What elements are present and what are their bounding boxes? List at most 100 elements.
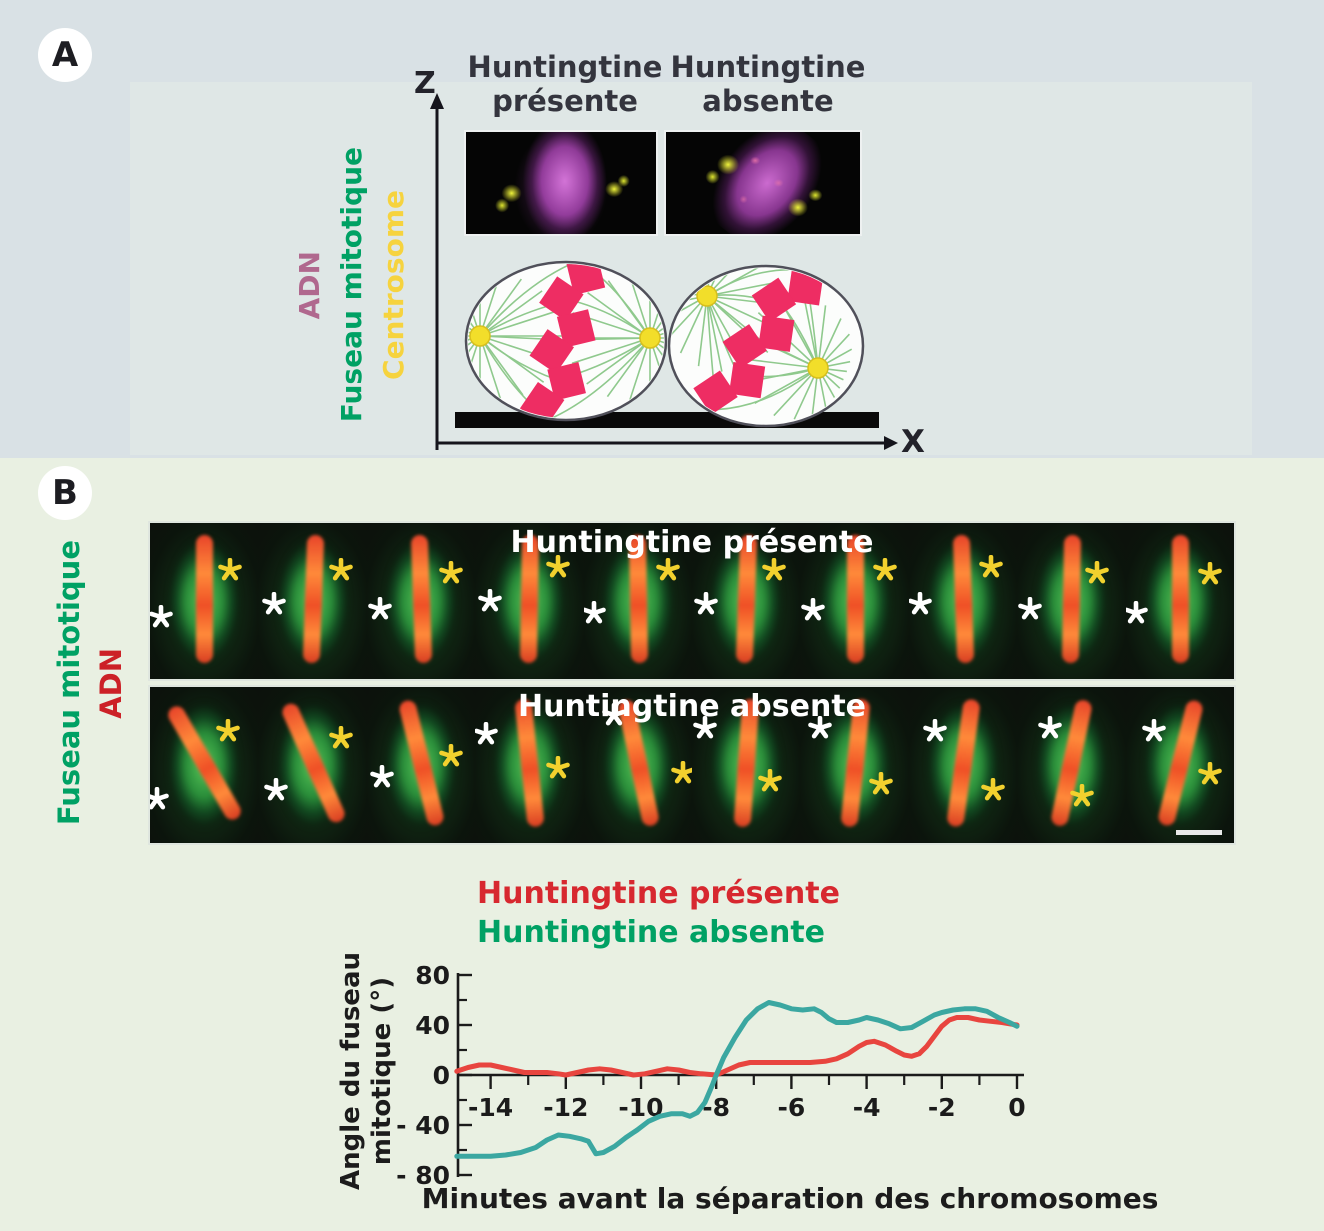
yellow-asterisk: [1198, 562, 1223, 586]
x-tick-label: -6: [778, 1093, 806, 1122]
x-axis-title: Minutes avant la séparation des chromoso…: [421, 1182, 1159, 1215]
chart-legend: Huntingtine présente Huntingtine absente: [477, 874, 840, 952]
x-tick-label: -2: [928, 1093, 956, 1122]
yellow-asterisk: [873, 557, 897, 582]
yellow-asterisk: [328, 726, 353, 750]
timelapse-cell: [1017, 687, 1126, 843]
column-header-huntingtine-presente: Huntingtine présente: [435, 50, 695, 118]
timelapse-cell: [475, 523, 584, 679]
timelapse-cell: [800, 523, 909, 679]
timelapse-cell: [583, 523, 693, 679]
white-asterisk: [368, 596, 392, 621]
yellow-asterisk: [1198, 762, 1223, 786]
yellow-asterisk: [328, 557, 353, 582]
timelapse-cell: [150, 523, 259, 679]
column-header-line: absente: [702, 84, 834, 118]
panel-a-schematic: [430, 93, 898, 450]
key-label-adn: ADN: [293, 250, 326, 320]
white-asterisk: [263, 777, 288, 802]
timelapse-cell: [258, 687, 367, 843]
timelapse-cell: [800, 687, 909, 843]
white-asterisk: [1018, 596, 1043, 621]
timelapse-cell: [1125, 523, 1235, 679]
white-asterisk: [808, 715, 832, 740]
legend-entry-absente: Huntingtine absente: [477, 915, 826, 950]
key-label-adn: ADN: [94, 647, 128, 719]
microscopy-image-huntingtine-absente: [664, 130, 862, 236]
yellow-asterisk: [979, 554, 1004, 579]
white-asterisk: [150, 604, 173, 629]
timelapse-cell: [692, 523, 801, 679]
panel-b: B Fuseau mitotique ADN Huntingtine prése…: [0, 458, 1324, 1224]
white-asterisk: [694, 591, 718, 616]
x-tick-label: -4: [853, 1093, 881, 1122]
column-header-huntingtine-absente: Huntingtine absente: [638, 50, 898, 118]
x-tick-label: 0: [1008, 1093, 1025, 1122]
legend-entry-presente: Huntingtine présente: [477, 876, 840, 911]
timelapse-strip-huntingtine-absente: Huntingtine absente: [148, 685, 1236, 845]
yellow-asterisk: [216, 718, 240, 743]
white-asterisk: [801, 598, 826, 622]
y-tick-label: - 40: [396, 1111, 450, 1140]
dna-streak: [846, 535, 864, 664]
timelapse-cell: [583, 687, 693, 843]
timelapse-cell: [908, 523, 1018, 679]
timelapse-cell: [1125, 687, 1235, 843]
panel-a-tag: A: [38, 28, 92, 82]
panel-b-color-key: Fuseau mitotique ADN: [52, 523, 138, 843]
yellow-asterisk: [762, 557, 787, 582]
key-label-fuseau-mitotique: Fuseau mitotique: [335, 147, 368, 423]
x-axis-label: X: [901, 424, 925, 460]
panel-b-tag: B: [38, 466, 92, 520]
white-asterisk: [1037, 715, 1062, 740]
timelapse-cell: [908, 687, 1018, 843]
timelapse-cell: [1017, 523, 1126, 679]
white-asterisk: [908, 591, 932, 616]
key-label-fuseau-mitotique: Fuseau mitotique: [52, 540, 86, 826]
timelapse-cells: [150, 523, 1235, 679]
series-absente: [454, 1000, 1020, 1159]
white-asterisk: [693, 715, 717, 740]
white-asterisk: [602, 702, 626, 727]
white-asterisk: [583, 601, 607, 625]
yellow-asterisk: [1085, 560, 1110, 585]
white-asterisk: [150, 787, 169, 811]
timelapse-cell: [258, 523, 367, 679]
series-presente: [454, 1015, 1020, 1078]
white-asterisk: [1125, 601, 1149, 625]
z-axis-label: Z: [414, 66, 436, 101]
y-tick-label: 40: [415, 1011, 450, 1040]
microscopy-image-huntingtine-presente: [464, 130, 658, 236]
dna-streak: [196, 535, 214, 664]
panel-b-tag-letter: B: [52, 473, 78, 513]
scale-bar: [1176, 830, 1222, 835]
yellow-asterisk: [981, 777, 1006, 802]
yellow-asterisk: [1070, 783, 1095, 808]
y-tick-label: - 80: [396, 1161, 450, 1190]
timelapse-cell: [150, 687, 259, 843]
white-asterisk: [1142, 718, 1166, 743]
timelapse-cells: [150, 687, 1235, 843]
color-key: ADN Fuseau mitotique Centrosome: [293, 135, 410, 435]
column-header-line: Huntingtine: [670, 50, 866, 84]
strip-title: Huntingtine présente: [510, 525, 874, 560]
panel-a-tag-letter: A: [51, 35, 79, 75]
yellow-asterisk: [656, 557, 680, 582]
yellow-asterisk: [758, 768, 782, 793]
yellow-asterisk: [868, 771, 893, 796]
yellow-asterisk: [218, 557, 243, 582]
x-tick-label: -12: [543, 1093, 588, 1122]
y-tick-label: 80: [415, 961, 450, 990]
timelapse-cell: [692, 687, 801, 843]
cell-diagram: [671, 268, 853, 420]
yellow-asterisk: [439, 560, 464, 585]
x-tick-label: -14: [468, 1093, 513, 1122]
timelapse-strip-huntingtine-presente: Huntingtine présente: [148, 521, 1236, 681]
yellow-asterisk: [671, 760, 693, 785]
white-asterisk: [478, 588, 503, 613]
white-asterisk: [475, 721, 498, 746]
yellow-asterisk: [545, 554, 570, 579]
column-header-line: Huntingtine: [467, 50, 663, 84]
key-label-centrosome: Centrosome: [377, 190, 410, 380]
